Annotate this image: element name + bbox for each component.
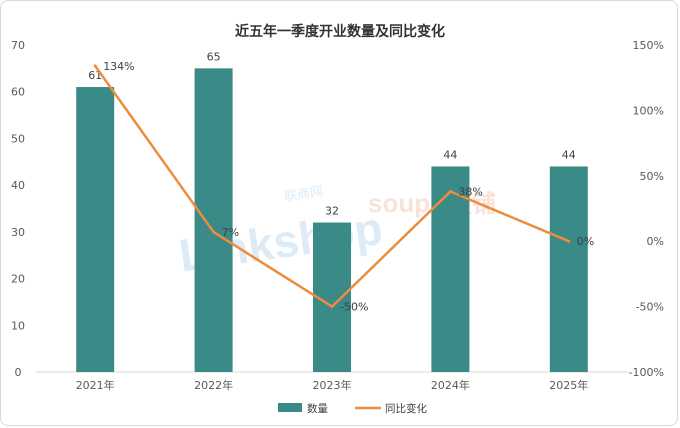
bar — [549, 166, 588, 372]
legend-label-line: 同比变化 — [385, 402, 427, 415]
bar — [431, 166, 470, 372]
y-axis-left: 0 10 20 30 40 50 60 70 — [11, 39, 25, 379]
y-right-tick-label: 150% — [633, 39, 664, 52]
line-point — [330, 305, 334, 309]
line-data-labels: 134% 7% -50% 38% 0% — [103, 60, 594, 314]
legend: 数量 同比变化 — [278, 402, 427, 415]
y-right-tick-label: 100% — [633, 104, 664, 117]
line-value-label: 0% — [577, 235, 594, 248]
line-point — [93, 64, 97, 68]
line-value-label: 38% — [458, 185, 482, 198]
y-left-tick-label: 60 — [11, 86, 25, 99]
line-value-label: 134% — [103, 60, 134, 73]
chart-title: 近五年一季度开业数量及同比变化 — [235, 23, 445, 40]
x-tick-label: 2023年 — [313, 378, 352, 392]
line-point — [567, 239, 571, 243]
y-right-tick-label: 0% — [647, 235, 664, 248]
y-left-tick-label: 20 — [11, 273, 25, 286]
line-point — [448, 189, 452, 193]
line-point — [212, 230, 216, 234]
x-tick-label: 2021年 — [76, 378, 115, 392]
line-series — [93, 64, 571, 309]
y-right-tick-label: -50% — [636, 301, 664, 314]
line-value-label: 7% — [222, 226, 239, 239]
x-tick-label: 2024年 — [431, 378, 470, 392]
bar-series — [76, 68, 588, 373]
legend-swatch-bar — [278, 403, 302, 412]
y-left-tick-label: 10 — [11, 319, 25, 332]
bar-value-label: 65 — [207, 50, 221, 63]
x-tick-label: 2025年 — [549, 378, 588, 392]
bar — [194, 68, 233, 372]
y-left-tick-label: 30 — [11, 226, 25, 239]
y-left-tick-label: 50 — [11, 132, 25, 145]
x-axis: 2021年 2022年 2023年 2024年 2025年 — [76, 378, 589, 392]
y-axis-right: -100% -50% 0% 50% 100% 150% — [629, 39, 664, 379]
bar — [76, 87, 115, 373]
svg-text:联商网: 联商网 — [283, 184, 324, 204]
line-value-label: -50% — [340, 301, 368, 314]
y-left-tick-label: 40 — [11, 179, 25, 192]
y-right-tick-label: -100% — [629, 366, 664, 379]
y-left-tick-label: 70 — [11, 39, 25, 52]
y-left-tick-label: 0 — [15, 366, 22, 379]
legend-label-bar: 数量 — [307, 402, 328, 415]
bar-value-label: 32 — [325, 205, 339, 218]
bar-value-label: 44 — [562, 148, 576, 161]
y-right-tick-label: 50% — [640, 170, 664, 183]
bar-value-label: 44 — [443, 148, 457, 161]
x-tick-label: 2022年 — [194, 378, 233, 392]
